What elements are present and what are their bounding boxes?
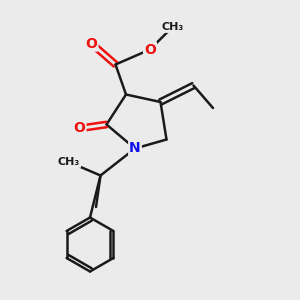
Text: O: O: [85, 37, 98, 50]
Text: CH₃: CH₃: [58, 157, 80, 167]
Text: O: O: [74, 122, 86, 135]
Text: O: O: [144, 43, 156, 56]
Text: N: N: [129, 142, 141, 155]
Text: CH₃: CH₃: [161, 22, 184, 32]
